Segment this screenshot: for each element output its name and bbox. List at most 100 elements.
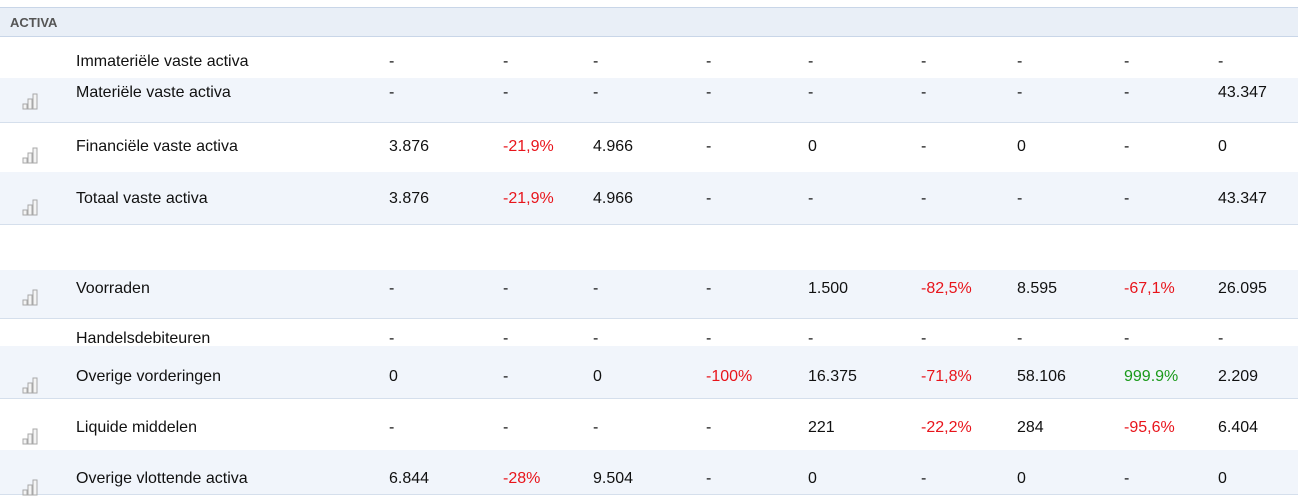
cell-value: -	[389, 84, 395, 101]
cell-value: 2.209	[1218, 368, 1259, 385]
table-row: Liquide middelen - - - - 221 -22,2% 284 -95,6% 6.…	[0, 398, 1298, 451]
table-row	[0, 224, 1298, 271]
cell-value: 0	[1218, 138, 1227, 155]
cell-value: -21,9%	[503, 138, 554, 155]
cell-value: -	[1124, 53, 1130, 70]
section-header: ACTIVA	[0, 8, 1298, 37]
cell-value: -	[503, 280, 509, 297]
row-label: Totaal vaste activa	[76, 190, 208, 207]
cell-value: -	[808, 84, 814, 101]
cell-value: -	[593, 84, 599, 101]
cell-value: 3.876	[389, 190, 430, 207]
cell-value: -95,6%	[1124, 419, 1175, 436]
cell-value: 3.876	[389, 138, 430, 155]
row-label: Financiële vaste activa	[76, 138, 238, 155]
cell-value: 0	[1017, 138, 1026, 155]
chart-icon[interactable]	[22, 376, 40, 394]
cell-value: -	[706, 280, 712, 297]
cell-value: -	[503, 419, 509, 436]
cell-value: -	[706, 138, 712, 155]
chart-icon[interactable]	[22, 146, 40, 164]
cell-value: -	[808, 330, 814, 347]
cell-value: 4.966	[593, 138, 634, 155]
cell-value: 4.966	[593, 190, 634, 207]
cell-value: -	[389, 419, 395, 436]
table-row: Materiële vaste activa - - - - - - - - 43.347	[0, 78, 1298, 123]
cell-value: -	[1218, 53, 1224, 70]
row-label: Overige vorderingen	[76, 368, 221, 385]
chart-icon[interactable]	[22, 92, 40, 110]
cell-value: -67,1%	[1124, 280, 1175, 297]
cell-value: -	[503, 53, 509, 70]
cell-value: -	[921, 84, 927, 101]
cell-value: -71,8%	[921, 368, 972, 385]
cell-value: -	[503, 84, 509, 101]
icon-bar	[32, 377, 38, 394]
cell-value: -	[1218, 330, 1224, 347]
table-row: Handelsdebiteuren - - - - - - - - -	[0, 318, 1298, 347]
cell-value: -	[593, 280, 599, 297]
cell-value: -	[1017, 53, 1023, 70]
cell-value: -	[593, 419, 599, 436]
table-row: Totaal vaste activa 3.876 -21,9% 4.966 - - - - -…	[0, 172, 1298, 225]
cell-value: -	[921, 190, 927, 207]
cell-value: 0	[1017, 470, 1026, 487]
cell-value: 8.595	[1017, 280, 1058, 297]
cell-value: 999.9%	[1124, 368, 1179, 385]
row-label: Overige vlottende activa	[76, 470, 248, 487]
icon-bar	[22, 209, 28, 216]
icon-bar	[22, 438, 28, 445]
icon-bar	[32, 289, 38, 306]
cell-value: 0	[593, 368, 602, 385]
cell-value: -	[706, 190, 712, 207]
row-label: Handelsdebiteuren	[76, 330, 211, 347]
cell-value: -	[706, 419, 712, 436]
cell-value: -22,2%	[921, 419, 972, 436]
row-label: Voorraden	[76, 280, 150, 297]
icon-bar	[32, 93, 38, 110]
chart-icon[interactable]	[22, 288, 40, 306]
table-row: Immateriële vaste activa - - - - - - - - -	[0, 46, 1298, 79]
chart-icon[interactable]	[22, 478, 40, 496]
cell-value: -	[1124, 84, 1130, 101]
cell-value: -	[921, 53, 927, 70]
cell-value: 16.375	[808, 368, 857, 385]
cell-value: 284	[1017, 419, 1044, 436]
cell-value: 6.844	[389, 470, 430, 487]
row-label: Materiële vaste activa	[76, 84, 231, 101]
cell-value: 0	[808, 470, 817, 487]
cell-value: -21,9%	[503, 190, 554, 207]
cell-value: 43.347	[1218, 84, 1267, 101]
icon-bar	[22, 489, 28, 496]
icon-bar	[27, 294, 33, 306]
cell-value: -	[503, 368, 509, 385]
icon-bar	[27, 382, 33, 394]
cell-value: 58.106	[1017, 368, 1066, 385]
icon-bar	[32, 147, 38, 164]
cell-value: -	[503, 330, 509, 347]
cell-value: 1.500	[808, 280, 849, 297]
icon-bar	[27, 433, 33, 445]
table-row: Overige vlottende activa 6.844 -28% 9.504 - 0…	[0, 450, 1298, 496]
icon-bar	[22, 157, 28, 164]
cell-value: -100%	[706, 368, 753, 385]
cell-value: 0	[1218, 470, 1227, 487]
cell-value: -	[808, 53, 814, 70]
row-label: Liquide middelen	[76, 419, 197, 436]
cell-value: -	[706, 84, 712, 101]
icon-bar	[32, 479, 38, 496]
icon-bar	[27, 204, 33, 216]
icon-bar	[22, 387, 28, 394]
icon-bar	[22, 299, 28, 306]
cell-value: 26.095	[1218, 280, 1267, 297]
chart-icon[interactable]	[22, 427, 40, 445]
cell-value: -	[1124, 470, 1130, 487]
table-row: Financiële vaste activa 3.876 -21,9% 4.966 -…	[0, 122, 1298, 173]
cell-value: -	[706, 53, 712, 70]
icon-bar	[32, 428, 38, 445]
chart-icon[interactable]	[22, 198, 40, 216]
section-title: ACTIVA	[10, 15, 58, 30]
cell-value: -	[921, 138, 927, 155]
cell-value: -	[808, 190, 814, 207]
row-label: Immateriële vaste activa	[76, 53, 249, 70]
